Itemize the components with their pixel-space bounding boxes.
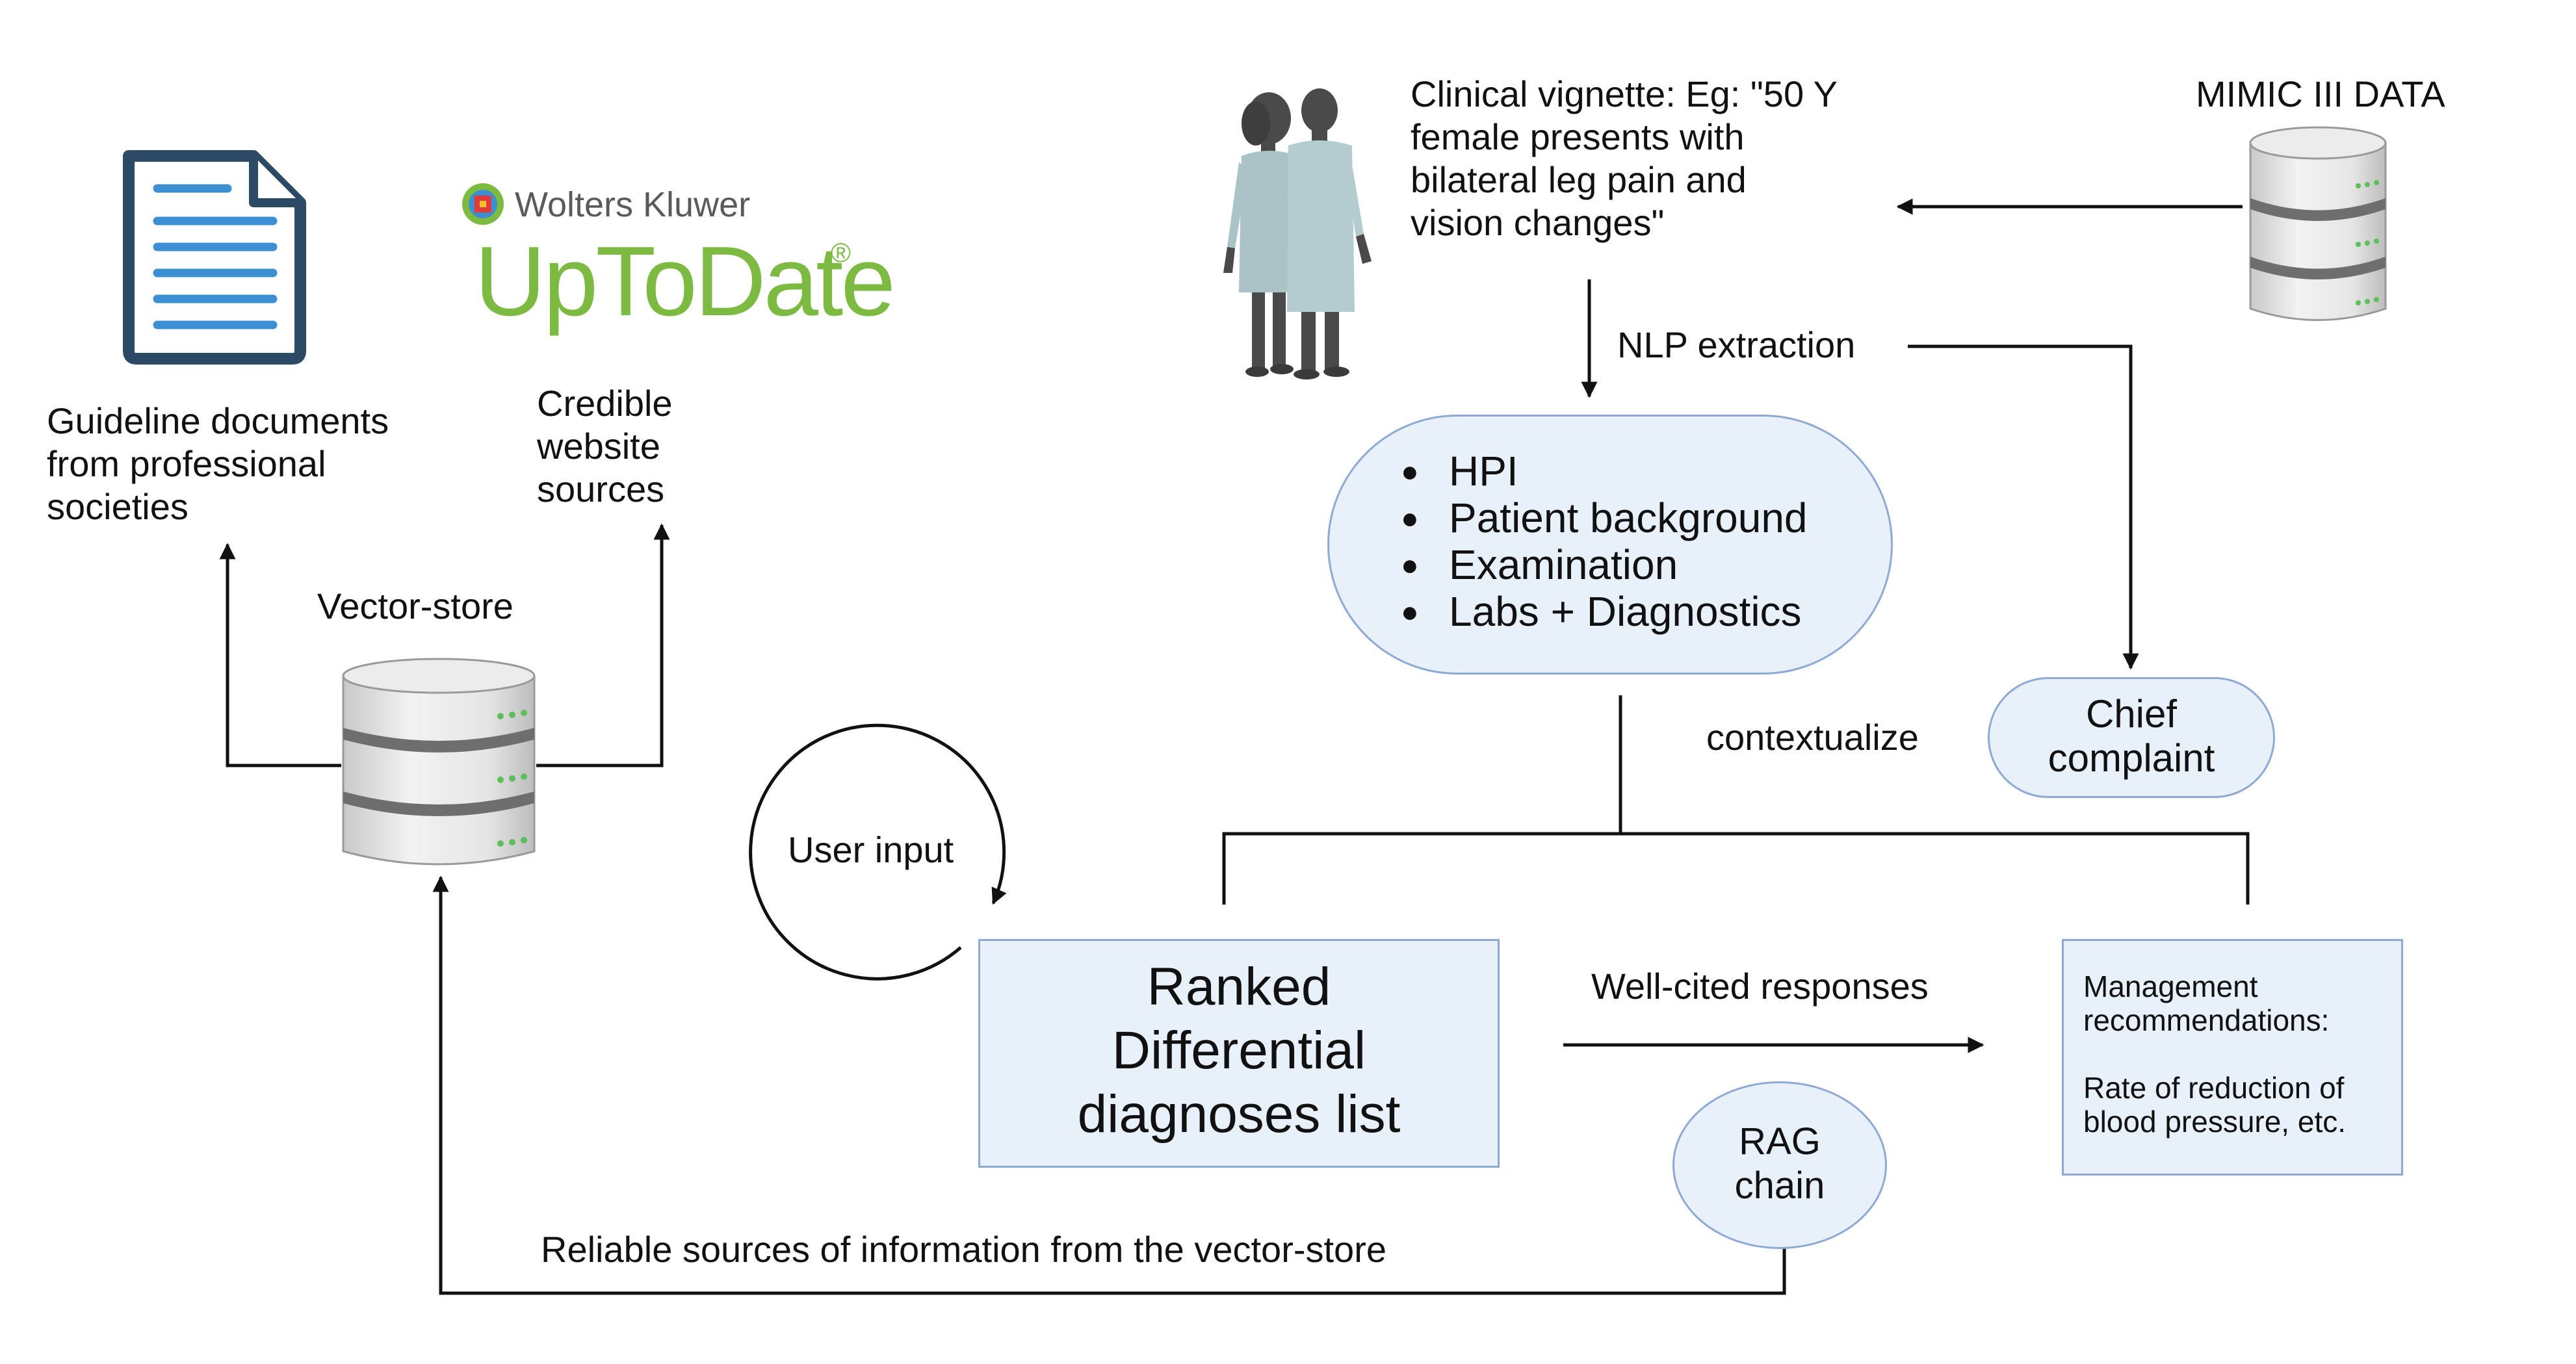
ranked-differential-box: Ranked Differential diagnoses list — [978, 939, 1500, 1168]
reliable-sources-label: Reliable sources of information from the… — [541, 1228, 1516, 1271]
extracted-items-pill: HPI Patient background Examination Labs … — [1327, 415, 1893, 675]
mimic-label: MIMIC III DATA — [2196, 73, 2495, 116]
well-cited-responses-label: Well-cited responses — [1591, 965, 1994, 1008]
wolters-kluwer-icon — [460, 181, 506, 227]
clinical-vignette-text: Clinical vignette: Eg: "50 Y female pres… — [1411, 73, 1905, 244]
nlp-extraction-label: NLP extraction — [1617, 324, 1903, 367]
arrow-extraction-to-chief-complaint — [1908, 346, 2131, 668]
arrow-store-to-guidelines — [228, 545, 341, 766]
vector-store-label: Vector-store — [317, 585, 577, 628]
chief-complaint-pill: Chief complaint — [1988, 677, 2275, 798]
uptodate-registered-mark: ® — [831, 238, 851, 267]
vector-store-database-icon — [338, 656, 540, 877]
guidelines-label: Guideline documents from professional so… — [47, 400, 463, 528]
management-recommendations-box: Management recommendations: Rate of redu… — [2062, 939, 2403, 1176]
patients-illustration — [1216, 78, 1372, 383]
management-recommendations-text: Management recommendations: Rate of redu… — [2083, 970, 2401, 1139]
mimic-database-icon — [2246, 123, 2389, 331]
extracted-item: Examination — [1401, 541, 1808, 588]
rag-chain-circle: RAG chain — [1672, 1081, 1887, 1249]
arrow-store-to-websites — [536, 525, 662, 766]
ranked-differential-label: Ranked Differential diagnoses list — [980, 955, 1498, 1146]
uptodate-publisher: Wolters Kluwer — [515, 185, 750, 224]
extracted-item: Patient background — [1401, 495, 1808, 541]
uptodate-logo: Wolters Kluwer UpToDate ® — [460, 179, 876, 348]
website-sources-label: Credible website sources — [537, 382, 732, 511]
extracted-item: HPI — [1401, 448, 1808, 495]
extracted-items-list: HPI Patient background Examination Labs … — [1401, 448, 1808, 635]
user-input-label: User input — [788, 829, 996, 871]
contextualize-label: contextualize — [1706, 716, 1953, 759]
document-icon — [117, 144, 312, 365]
extracted-item: Labs + Diagnostics — [1401, 588, 1808, 635]
chief-complaint-label: Chief complaint — [1990, 692, 2273, 780]
rag-chain-label: RAG chain — [1674, 1120, 1885, 1208]
